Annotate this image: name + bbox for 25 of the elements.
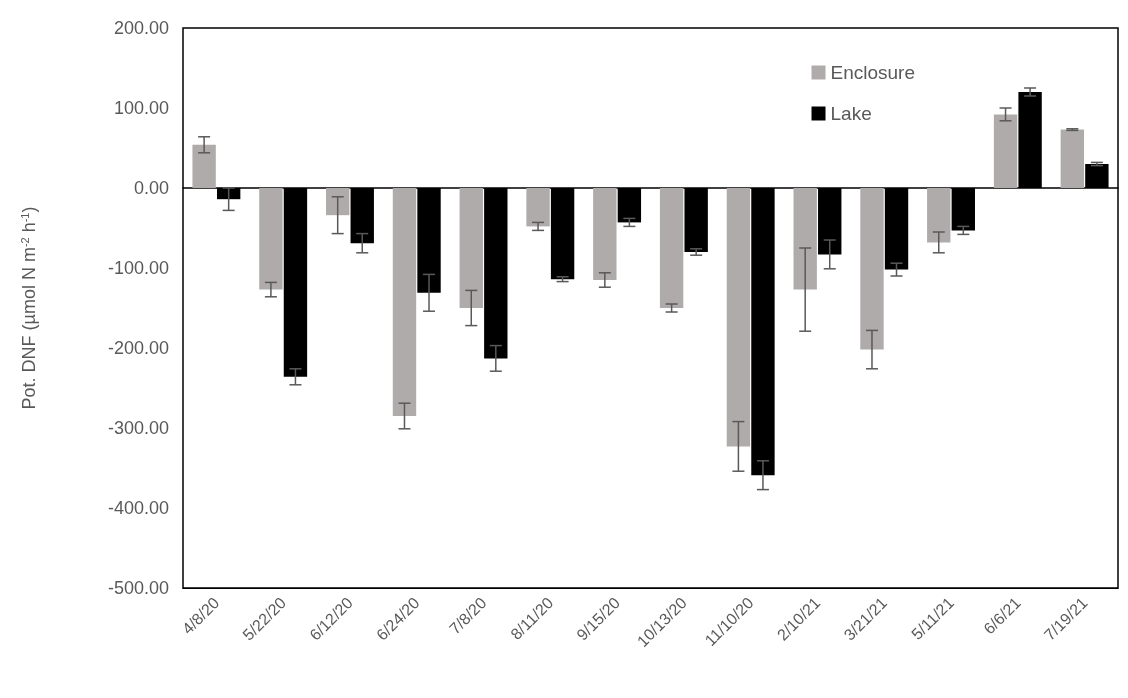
bar: [993, 114, 1018, 188]
bar: [927, 188, 951, 243]
bar: [726, 188, 751, 447]
legend-label: Enclosure: [830, 62, 916, 83]
bar: [659, 188, 684, 308]
y-tick-label: -100.00: [107, 258, 169, 278]
y-tick-label: 200.00: [113, 18, 169, 38]
y-tick-label: 100.00: [113, 98, 169, 118]
bar: [459, 188, 483, 308]
bar: [860, 188, 884, 350]
y-tick-label: 0.00: [133, 178, 169, 198]
y-tick-label: -200.00: [107, 338, 169, 358]
bar: [593, 188, 617, 280]
y-tick-label: -400.00: [107, 498, 169, 518]
bar: [326, 188, 350, 216]
bar: [793, 188, 817, 290]
y-tick-label: -300.00: [107, 418, 169, 438]
bar: [259, 188, 283, 290]
bar: [392, 188, 417, 416]
y-tick-label: -500.00: [107, 578, 169, 598]
bar: [192, 144, 216, 188]
legend-label: Lake: [830, 103, 872, 124]
bar: [1060, 129, 1085, 188]
bar: [526, 188, 550, 227]
y-axis-title: Pot. DNF (µmol N m-2 h-1): [18, 206, 39, 410]
